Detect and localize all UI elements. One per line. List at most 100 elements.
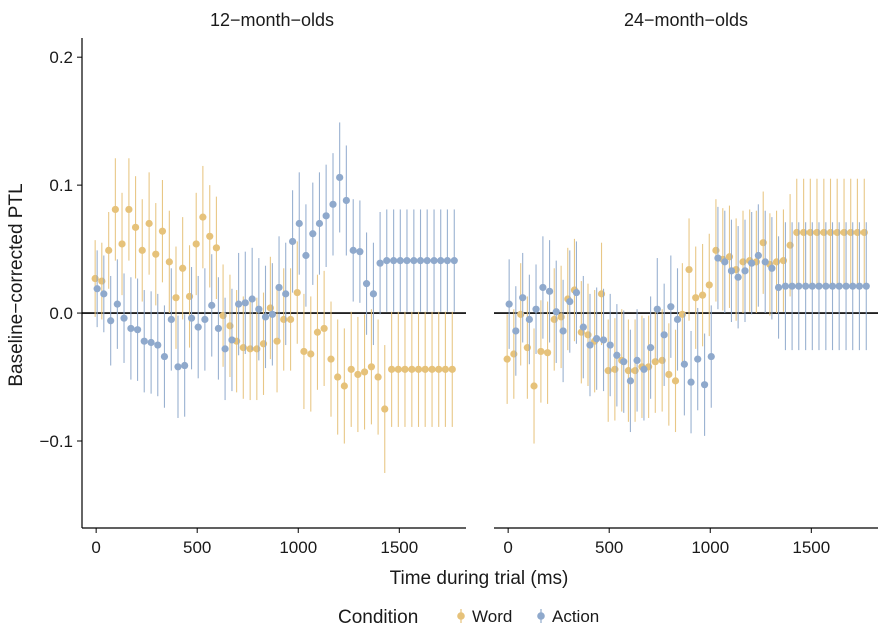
data-point (781, 282, 790, 290)
y-tick-label: 0.2 (49, 48, 73, 67)
data-point (606, 341, 614, 349)
facet-title-12-month: 12−month−olds (210, 10, 334, 30)
data-point (174, 363, 182, 371)
data-point (390, 257, 398, 265)
x-tick-label: 0 (91, 538, 100, 557)
data-point (127, 324, 135, 333)
data-point (620, 358, 628, 366)
data-point (808, 282, 816, 290)
data-point (545, 287, 554, 295)
data-point (401, 365, 409, 373)
data-point (105, 246, 113, 254)
data-point (154, 341, 162, 349)
data-point (369, 290, 378, 298)
data-point (152, 250, 160, 258)
x-axis-ticks: 0 500 1000 1500 0 500 1000 1500 (91, 528, 830, 557)
y-tick-label: −0.1 (39, 432, 73, 451)
y-tick-label: 0.0 (49, 304, 73, 323)
data-point (795, 282, 803, 290)
data-point (653, 305, 661, 313)
data-point (505, 300, 513, 308)
data-point (158, 227, 167, 235)
data-point (734, 273, 742, 281)
data-point (187, 314, 196, 322)
data-point (647, 344, 655, 352)
data-point (430, 257, 438, 265)
data-point (302, 251, 310, 260)
data-point (768, 264, 776, 272)
facet-title-24-month: 24−month−olds (624, 10, 748, 30)
data-point (347, 365, 355, 373)
data-point (199, 213, 207, 221)
data-point (181, 361, 189, 370)
data-point (133, 326, 142, 334)
data-point (313, 328, 322, 336)
data-point (408, 365, 416, 373)
data-point (107, 317, 115, 325)
data-point (842, 282, 850, 290)
data-point (530, 382, 538, 390)
data-point (667, 303, 675, 311)
data-point (552, 308, 560, 316)
data-point (261, 313, 270, 321)
data-point (593, 335, 601, 343)
data-point (362, 280, 371, 288)
data-point (374, 373, 382, 381)
data-point (388, 365, 396, 373)
data-point (192, 240, 200, 248)
data-point (700, 381, 709, 389)
data-point (113, 300, 121, 308)
data-point (268, 310, 276, 318)
data-point (138, 246, 146, 254)
series-word (91, 158, 456, 473)
data-point (410, 257, 418, 265)
y-axis-ticks: 0.2 0.1 0.0 −0.1 (39, 48, 82, 451)
data-point (694, 355, 702, 363)
data-point (118, 240, 126, 248)
data-point (633, 356, 641, 365)
data-point (849, 282, 857, 290)
data-point (208, 301, 216, 309)
x-tick-label: 500 (595, 538, 623, 557)
data-point (179, 264, 187, 272)
data-point (613, 351, 621, 359)
data-point (396, 257, 404, 265)
data-point (315, 219, 324, 228)
data-point (356, 248, 364, 256)
data-point (698, 291, 707, 299)
data-point (673, 315, 682, 324)
data-point (572, 288, 581, 297)
data-point (537, 347, 545, 356)
x-tick-label: 1500 (792, 538, 830, 557)
data-point (248, 295, 256, 303)
data-point (228, 336, 236, 344)
data-point (342, 196, 350, 205)
facet-panel-12-month (81, 38, 466, 529)
data-point (748, 259, 756, 267)
data-point (221, 345, 229, 353)
data-point (543, 349, 552, 357)
data-point (707, 352, 715, 361)
data-point (300, 347, 308, 356)
data-point (586, 341, 594, 349)
data-point (100, 290, 108, 298)
data-point (828, 282, 837, 290)
data-point (435, 365, 443, 373)
data-point (626, 377, 635, 385)
data-point (125, 205, 133, 214)
data-point (255, 305, 263, 313)
data-point (761, 258, 769, 266)
data-point (295, 219, 303, 228)
data-point (403, 257, 411, 265)
data-point (120, 314, 128, 322)
y-tick-label: 0.1 (49, 176, 73, 195)
data-point (441, 365, 449, 373)
data-point (539, 283, 547, 292)
data-point (145, 219, 153, 228)
x-tick-label: 1500 (380, 538, 418, 557)
data-point (354, 370, 362, 379)
data-point (660, 331, 668, 339)
data-point (383, 257, 391, 265)
data-point (275, 283, 283, 292)
